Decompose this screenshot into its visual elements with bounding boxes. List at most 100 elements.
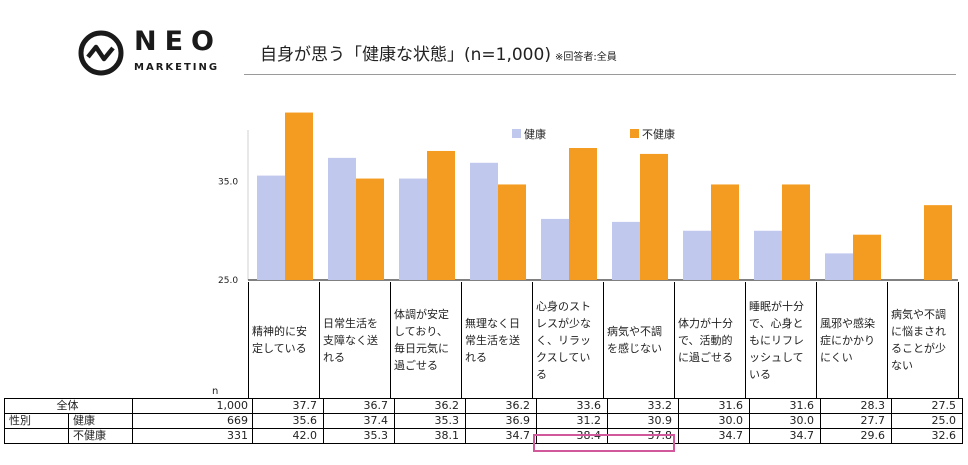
category-row-right-border	[958, 282, 959, 398]
bar-unhealthy-6	[711, 184, 739, 280]
neo-marketing-logo: NEO MARKETING	[78, 26, 238, 80]
table-row: 不健康 331 42.0 35.3 38.1 34.7 38.4 37.8 34.7 34.7 29…	[4, 428, 963, 444]
table-row: 全体 1,000 37.7 36.7 36.2 36.2 33.6 33.2 31.6 31.6 2…	[4, 398, 963, 414]
brand-subname: MARKETING	[134, 62, 220, 73]
bar-healthy-3	[470, 162, 498, 280]
legend-label-unhealthy: 不健康	[642, 127, 675, 141]
title-main: 自身が思う「健康な状態」(n=1,000)	[260, 45, 551, 65]
page-title: 自身が思う「健康な状態」(n=1,000) ※回答者:全員	[260, 40, 617, 65]
chart-legend: 健康 不健康	[512, 127, 675, 141]
title-note: ※回答者:全員	[554, 52, 617, 63]
table-cell: 31.2	[536, 413, 608, 429]
bar-unhealthy-1	[356, 178, 384, 280]
table-cell: 36.7	[323, 398, 395, 414]
chart-bars	[257, 112, 952, 280]
table-cell: 31.6	[749, 398, 821, 414]
category-box: 体力が十分で、活動的に過ごせる	[674, 282, 745, 398]
pulse-circle-icon	[78, 30, 124, 76]
category-box: 体調が安定しており、毎日元気に過ごせる	[390, 282, 461, 398]
bar-healthy-7	[754, 230, 782, 280]
row-label: 不健康	[68, 428, 133, 444]
table-cell: 30.9	[607, 413, 679, 429]
bar-healthy-2	[399, 178, 427, 280]
table-cell: 35.3	[394, 413, 466, 429]
table-cell: 28.3	[820, 398, 892, 414]
table-cell: 34.7	[678, 428, 750, 444]
table-cell: 33.2	[607, 398, 679, 414]
n-column-header: n	[212, 386, 219, 397]
category-label: 心身のストレスが少なく、リラックスしている	[536, 299, 591, 381]
category-label: 体調が安定しており、毎日元気に過ごせる	[394, 308, 449, 372]
table-cell: 37.8	[607, 428, 679, 444]
category-label: 日常生活を支障なく送れる	[323, 316, 378, 364]
bar-unhealthy-8	[853, 234, 881, 280]
table-cell: 38.1	[394, 428, 466, 444]
table-cell: 36.2	[465, 398, 537, 414]
bar-unhealthy-3	[498, 184, 526, 280]
table-row: 性別 健康 669 35.6 37.4 35.3 36.9 31.2 30.9 30.0 30.0 2…	[4, 413, 963, 429]
y-tick-label: 35.0	[218, 178, 238, 188]
bar-healthy-8	[825, 253, 853, 280]
bar-unhealthy-4	[569, 148, 597, 280]
table-cell: 30.0	[678, 413, 750, 429]
category-box: 心身のストレスが少なく、リラックスしている	[532, 282, 603, 398]
row-group: 性別	[4, 413, 69, 429]
legend-swatch-unhealthy	[630, 129, 639, 138]
category-box: 睡眠が十分で、心身ともにリフレッシュしている	[745, 282, 816, 398]
table-cell: 37.7	[252, 398, 324, 414]
table-cell: 34.7	[465, 428, 537, 444]
legend-swatch-healthy	[512, 129, 521, 138]
bar-unhealthy-0	[285, 112, 313, 280]
highlight-box	[533, 434, 675, 452]
table-cell: 35.6	[252, 413, 324, 429]
row-label: 健康	[68, 413, 133, 429]
table-cell: 31.6	[678, 398, 750, 414]
data-table: 全体 1,000 37.7 36.7 36.2 36.2 33.6 33.2 31.6 31.6 2…	[4, 398, 963, 444]
table-cell: 33.6	[536, 398, 608, 414]
category-label: 風邪や感染症にかかりにくい	[820, 316, 875, 364]
bar-unhealthy-2	[427, 150, 455, 280]
legend-label-healthy: 健康	[524, 127, 546, 141]
bar-unhealthy-5	[640, 153, 668, 280]
table-cell: 25.0	[891, 413, 963, 429]
table-cell: 38.4	[536, 428, 608, 444]
row-n: 331	[132, 428, 253, 444]
y-tick-label: 25.0	[218, 276, 238, 286]
table-cell: 27.7	[820, 413, 892, 429]
bar-healthy-5	[612, 221, 640, 280]
row-n: 1,000	[132, 398, 253, 414]
table-cell: 30.0	[749, 413, 821, 429]
category-box: 病気や不調を感じない	[603, 282, 674, 398]
row-group	[4, 428, 69, 444]
table-cell: 36.9	[465, 413, 537, 429]
table-cell: 29.6	[820, 428, 892, 444]
category-box: 精神的に安定している	[248, 282, 319, 398]
row-n: 669	[132, 413, 253, 429]
table-cell: 32.6	[891, 428, 963, 444]
category-box: 病気や不調に悩まされることが少ない	[887, 282, 958, 398]
category-label: 病気や不調を感じない	[607, 325, 662, 355]
table-cell: 36.2	[394, 398, 466, 414]
bar-healthy-4	[541, 218, 569, 280]
category-label: 病気や不調に悩まされることが少ない	[891, 308, 946, 372]
table-cell: 27.5	[891, 398, 963, 414]
row-label: 全体	[4, 398, 133, 414]
table-cell: 42.0	[252, 428, 324, 444]
category-label: 無理なく日常生活を送れる	[465, 316, 520, 364]
category-label: 精神的に安定している	[252, 325, 307, 355]
category-box: 風邪や感染症にかかりにくい	[816, 282, 887, 398]
bar-chart: 35.0 25.0 健康 不健康	[218, 112, 958, 286]
table-cell: 35.3	[323, 428, 395, 444]
category-label: 体力が十分で、活動的に過ごせる	[678, 316, 733, 364]
category-box: 無理なく日常生活を送れる	[461, 282, 532, 398]
category-label: 睡眠が十分で、心身ともにリフレッシュしている	[749, 299, 804, 381]
bar-healthy-0	[257, 175, 285, 280]
table-cell: 37.4	[323, 413, 395, 429]
bar-healthy-1	[328, 157, 356, 280]
table-cell: 34.7	[749, 428, 821, 444]
header-divider	[244, 74, 956, 75]
bar-unhealthy-7	[782, 184, 810, 280]
bar-healthy-6	[683, 230, 711, 280]
bar-unhealthy-9	[924, 205, 952, 280]
brand-name: NEO	[134, 26, 222, 57]
